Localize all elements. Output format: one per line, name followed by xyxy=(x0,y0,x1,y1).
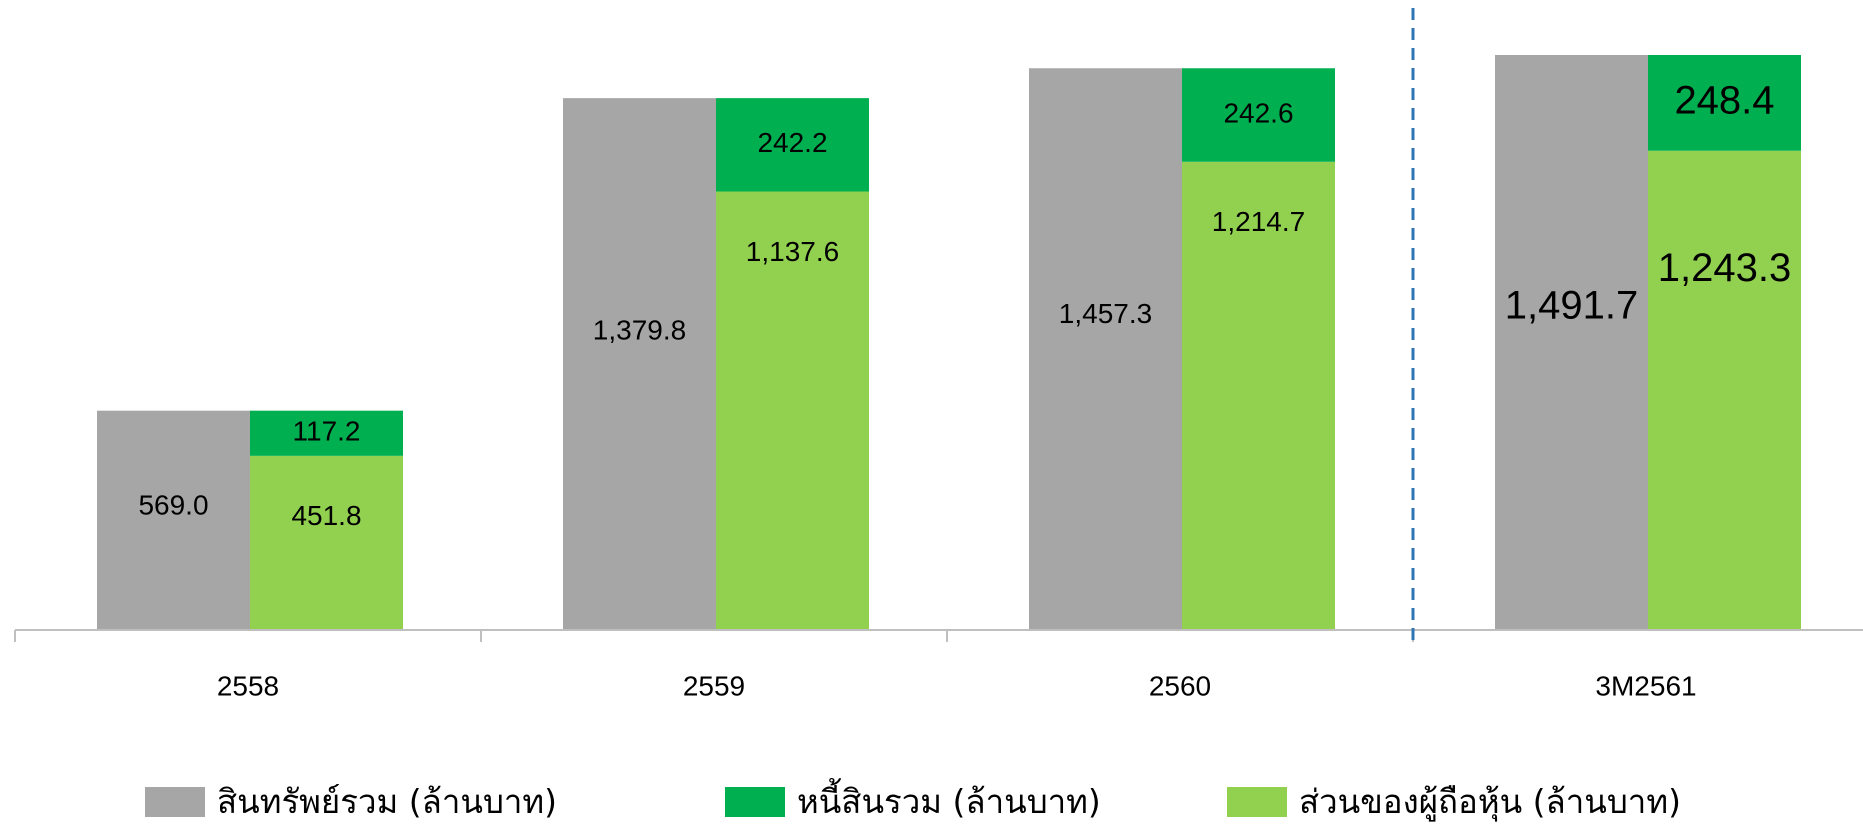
data-label-total-liabilities-2560: 242.6 xyxy=(1223,97,1293,128)
bar-shareholders-equity-3M2561 xyxy=(1648,150,1801,630)
bar-total-assets-2559 xyxy=(563,98,716,631)
x-tick-label-2559: 2559 xyxy=(683,670,745,701)
bar-total-liabilities-2558 xyxy=(250,410,403,456)
chart: 569.0 451.8 117.2 2558 1,379.8 1,137.6 242.2 25… xyxy=(14,8,1863,701)
data-label-shareholders-equity-2560: 1,214.7 xyxy=(1212,206,1305,237)
legend-swatch-total-assets xyxy=(145,786,205,817)
legend-label-total-liabilities: หนี้สินรวม (ล้านบาท) xyxy=(797,782,1101,821)
data-label-total-liabilities-3M2561: 248.4 xyxy=(1674,78,1774,122)
bar-shareholders-equity-2558 xyxy=(250,455,403,630)
legend-label-shareholders-equity: ส่วนของผู้ถือหุ้น (ล้านบาท) xyxy=(1299,782,1681,821)
data-label-total-assets-2560: 1,457.3 xyxy=(1059,298,1152,329)
bar-shareholders-equity-2559 xyxy=(716,191,869,630)
x-tick-label-3M2561: 3M2561 xyxy=(1595,670,1696,701)
data-label-shareholders-equity-3M2561: 1,243.3 xyxy=(1658,246,1791,290)
legend-item-total-liabilities: หนี้สินรวม (ล้านบาท) xyxy=(725,775,1101,828)
data-label-total-assets-2559: 1,379.8 xyxy=(593,315,686,346)
bar-total-liabilities-2560 xyxy=(1182,68,1335,162)
legend-swatch-total-liabilities xyxy=(725,786,785,817)
legend: สินทรัพย์รวม (ล้านบาท) หนี้สินรวม (ล้านบ… xyxy=(0,775,1863,825)
bar-total-liabilities-3M2561 xyxy=(1648,55,1801,151)
bar-total-assets-3M2561 xyxy=(1495,55,1648,630)
legend-swatch-shareholders-equity xyxy=(1227,786,1287,817)
data-label-shareholders-equity-2558: 451.8 xyxy=(291,500,361,531)
data-label-shareholders-equity-2559: 1,137.6 xyxy=(746,236,839,267)
bar-total-assets-2558 xyxy=(97,410,250,630)
data-label-total-assets-2558: 569.0 xyxy=(138,490,208,521)
bar-shareholders-equity-2560 xyxy=(1182,161,1335,630)
data-label-total-liabilities-2558: 117.2 xyxy=(293,416,361,447)
data-label-total-liabilities-2559: 242.2 xyxy=(757,127,827,158)
bar-total-assets-2560 xyxy=(1029,68,1182,631)
bar-total-liabilities-2559 xyxy=(716,98,869,192)
data-label-total-assets-3M2561: 1,491.7 xyxy=(1505,284,1638,328)
legend-item-total-assets: สินทรัพย์รวม (ล้านบาท) xyxy=(145,775,557,828)
x-tick-label-2560: 2560 xyxy=(1149,670,1211,701)
legend-label-total-assets: สินทรัพย์รวม (ล้านบาท) xyxy=(217,782,558,821)
legend-item-shareholders-equity: ส่วนของผู้ถือหุ้น (ล้านบาท) xyxy=(1227,775,1681,828)
x-tick-label-2558: 2558 xyxy=(217,670,279,701)
